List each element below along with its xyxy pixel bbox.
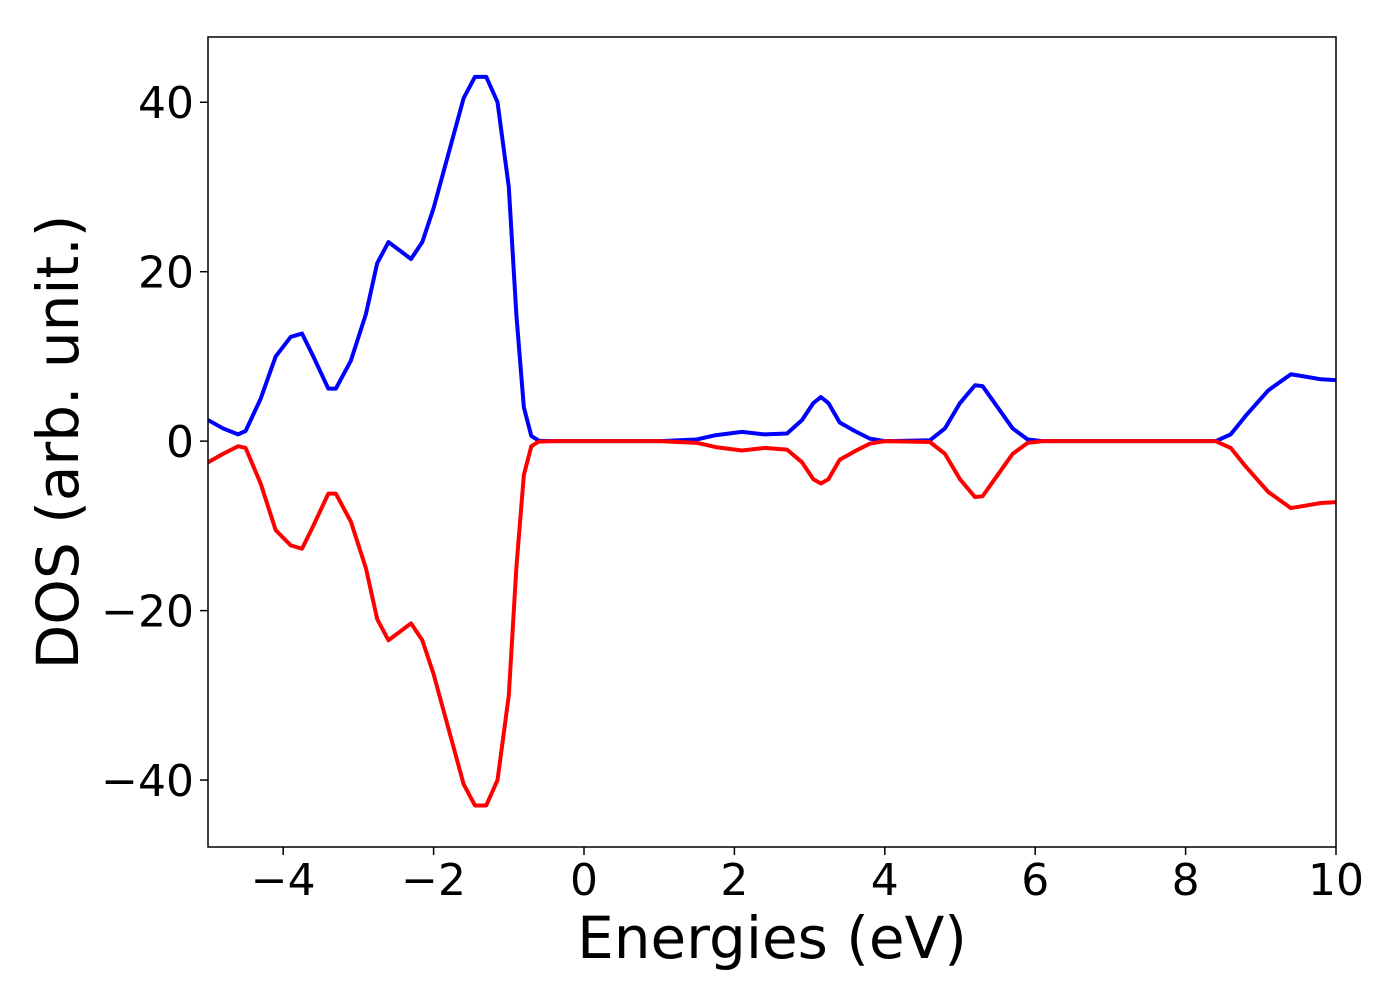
x-tick-label: 0 <box>570 855 598 906</box>
x-tick-label: 6 <box>1021 855 1049 906</box>
y-tick-label: −20 <box>101 587 194 638</box>
y-axis-label: DOS (arb. unit.) <box>24 215 92 670</box>
line <box>208 439 1336 808</box>
y-tick-label: 40 <box>138 78 194 129</box>
x-tick-label: 8 <box>1172 855 1200 906</box>
plot-frame <box>207 36 1337 848</box>
x-tick-label: −4 <box>251 855 316 906</box>
y-tick-label: −40 <box>101 756 194 807</box>
x-tick-label: 10 <box>1308 855 1364 906</box>
line <box>208 74 1336 444</box>
y-tick-label: 20 <box>138 248 194 299</box>
x-axis-label: Energies (eV) <box>577 904 967 972</box>
y-tick-label: 0 <box>166 417 194 468</box>
x-tick-label: 4 <box>871 855 899 906</box>
x-tick-label: 2 <box>720 855 748 906</box>
x-tick-label: −2 <box>401 855 466 906</box>
